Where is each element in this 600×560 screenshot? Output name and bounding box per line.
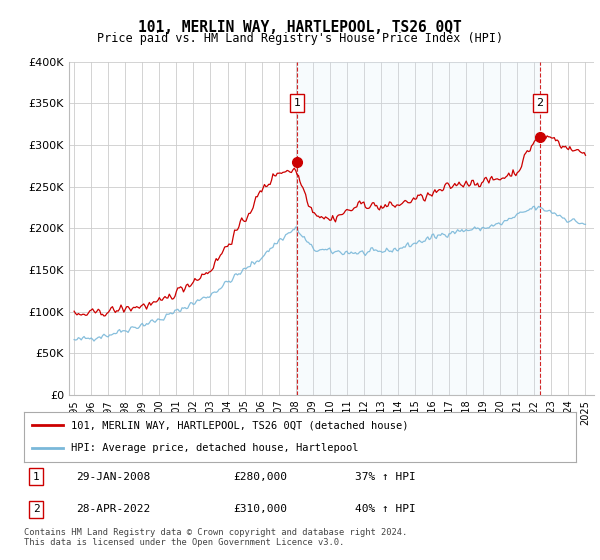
Text: HPI: Average price, detached house, Hartlepool: HPI: Average price, detached house, Hart… [71,444,358,454]
Bar [297,62,540,395]
Text: 2: 2 [33,504,40,514]
Text: 37% ↑ HPI: 37% ↑ HPI [355,472,416,482]
Text: 28-APR-2022: 28-APR-2022 [76,504,151,514]
Text: £310,000: £310,000 [234,504,288,514]
Text: Price paid vs. HM Land Registry's House Price Index (HPI): Price paid vs. HM Land Registry's House … [97,32,503,45]
Text: 101, MERLIN WAY, HARTLEPOOL, TS26 0QT (detached house): 101, MERLIN WAY, HARTLEPOOL, TS26 0QT (d… [71,420,409,430]
Text: Contains HM Land Registry data © Crown copyright and database right 2024.
This d: Contains HM Land Registry data © Crown c… [24,528,407,548]
Text: 1: 1 [293,98,301,108]
Text: 101, MERLIN WAY, HARTLEPOOL, TS26 0QT: 101, MERLIN WAY, HARTLEPOOL, TS26 0QT [138,20,462,35]
Text: 2: 2 [536,98,544,108]
Text: £280,000: £280,000 [234,472,288,482]
Text: 1: 1 [33,472,40,482]
Text: 29-JAN-2008: 29-JAN-2008 [76,472,151,482]
Text: 40% ↑ HPI: 40% ↑ HPI [355,504,416,514]
